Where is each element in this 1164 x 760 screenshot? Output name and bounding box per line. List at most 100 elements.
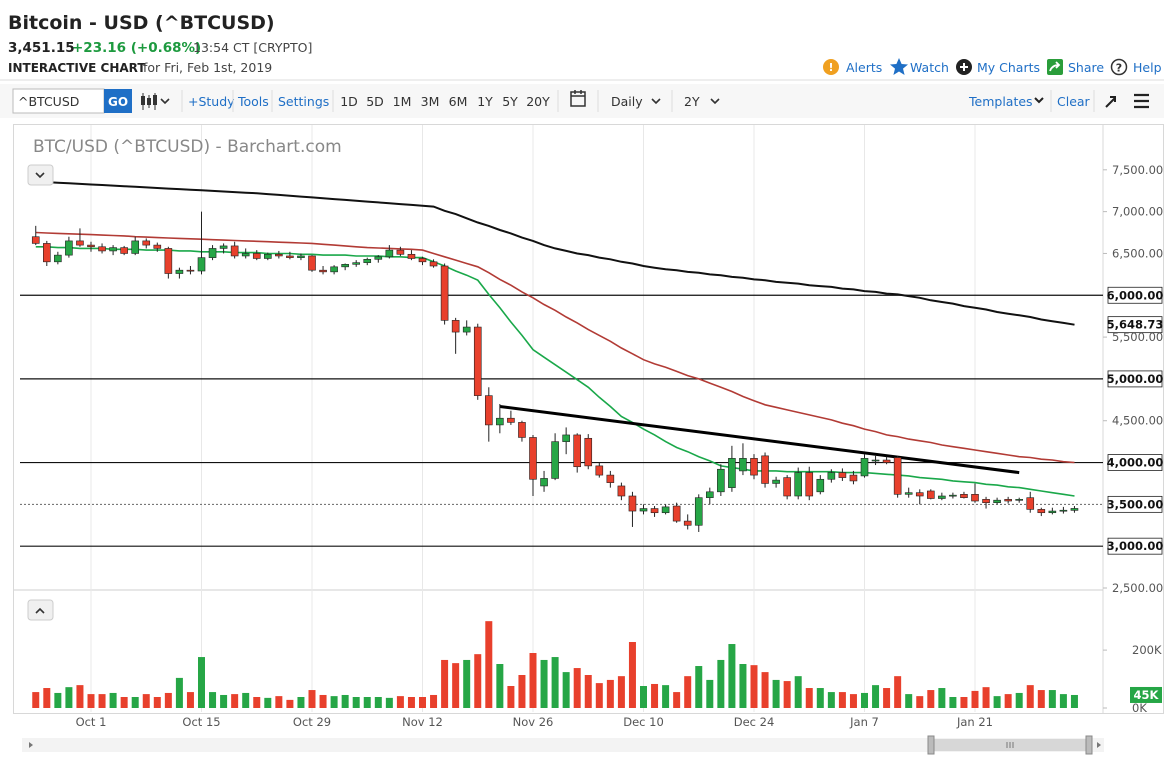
scrollbar-handle[interactable] bbox=[927, 735, 935, 755]
last-price: 3,451.15 bbox=[8, 40, 75, 56]
period-button[interactable]: 3M bbox=[421, 94, 440, 109]
collapse-button[interactable] bbox=[27, 164, 54, 186]
header-link[interactable]: Share bbox=[1068, 60, 1104, 75]
moving-average bbox=[35, 180, 1075, 326]
calendar-button[interactable] bbox=[570, 90, 586, 107]
range-select[interactable]: 2Y bbox=[684, 94, 700, 109]
volume-bar bbox=[640, 686, 647, 708]
period-button[interactable]: 20Y bbox=[526, 94, 550, 109]
candle-body bbox=[496, 417, 504, 426]
range-caret bbox=[710, 98, 720, 105]
chart-type-button[interactable] bbox=[141, 93, 170, 110]
candle-body bbox=[473, 326, 482, 396]
x-tick-label: Oct 29 bbox=[293, 715, 331, 729]
level-badge bbox=[1107, 286, 1163, 304]
level-badge-label: 3,000.00 bbox=[1107, 539, 1164, 553]
candle-body bbox=[993, 499, 1001, 503]
go-button[interactable] bbox=[104, 89, 132, 113]
candle-body bbox=[926, 490, 935, 499]
candle-body bbox=[573, 434, 582, 468]
period-button[interactable]: 1Y bbox=[477, 94, 493, 109]
header-link[interactable]: Watch bbox=[910, 60, 949, 75]
scroll-right[interactable] bbox=[1097, 742, 1101, 748]
help-icon[interactable] bbox=[1110, 58, 1128, 76]
volume-bar bbox=[684, 676, 692, 708]
candle-body bbox=[1070, 508, 1079, 511]
volume-bar bbox=[286, 699, 294, 708]
candle-body bbox=[650, 508, 659, 514]
grid bbox=[90, 125, 976, 712]
collapse-caret bbox=[35, 172, 45, 179]
candle-body bbox=[396, 249, 405, 255]
candle-body bbox=[739, 458, 747, 472]
level-badge-label: 3,500.00 bbox=[1107, 497, 1164, 511]
volume-bar bbox=[739, 664, 747, 708]
share-icon[interactable] bbox=[1047, 59, 1063, 75]
volume-bar bbox=[628, 642, 636, 708]
candle-body bbox=[1059, 509, 1068, 512]
candle-body bbox=[219, 245, 228, 249]
volume-bar bbox=[407, 697, 415, 708]
clear-button[interactable]: Clear bbox=[1057, 94, 1091, 109]
header-link[interactable]: My Charts bbox=[977, 60, 1040, 75]
alerts-icon[interactable] bbox=[823, 59, 839, 75]
volume-bar bbox=[595, 683, 603, 708]
candle-body bbox=[131, 240, 139, 254]
volume-bar bbox=[275, 696, 283, 708]
candle-body bbox=[982, 499, 990, 503]
volume-bar bbox=[706, 679, 714, 708]
volume-bar bbox=[894, 676, 902, 708]
menu-icon[interactable] bbox=[1134, 93, 1149, 109]
volume-bar bbox=[982, 687, 990, 708]
interval-select[interactable]: Daily bbox=[611, 94, 643, 109]
candle-body bbox=[197, 257, 206, 272]
templates-button[interactable]: Templates bbox=[968, 94, 1033, 109]
toolbar-button[interactable]: Tools bbox=[237, 94, 269, 109]
period-button[interactable]: 1D bbox=[340, 94, 358, 109]
volume-bar bbox=[551, 657, 559, 708]
header-link[interactable]: Help bbox=[1133, 60, 1162, 75]
volume-bar bbox=[419, 697, 426, 708]
period-button[interactable]: 5Y bbox=[502, 94, 518, 109]
chart-type-body bbox=[153, 95, 157, 105]
scrollbar-track[interactable] bbox=[22, 738, 1104, 752]
candle-body bbox=[451, 320, 460, 333]
period-button[interactable]: 5D bbox=[366, 94, 384, 109]
chart-date: for Fri, Feb 1st, 2019 bbox=[143, 60, 272, 75]
symbol-input[interactable] bbox=[12, 88, 105, 114]
candle-body bbox=[1004, 499, 1012, 502]
y-tick-label: 2,500.00 bbox=[1112, 581, 1163, 595]
volume-bar bbox=[872, 685, 880, 708]
draw-tool-icon[interactable] bbox=[1105, 96, 1116, 108]
period-button[interactable]: 6M bbox=[449, 94, 468, 109]
level-badge bbox=[1107, 454, 1163, 471]
volume-bar bbox=[396, 696, 404, 708]
candle-body bbox=[175, 269, 184, 274]
volume-bar bbox=[374, 697, 382, 708]
volume-bar bbox=[584, 675, 592, 708]
level-badge-label: 6,000.00 bbox=[1107, 288, 1164, 302]
volume-bar bbox=[1048, 690, 1056, 708]
volume-bar bbox=[861, 692, 868, 708]
chart-type-body bbox=[147, 98, 151, 105]
toolbar-button[interactable]: +Study bbox=[188, 94, 235, 109]
toolbar-button[interactable]: Settings bbox=[278, 94, 329, 109]
scroll-left[interactable] bbox=[29, 742, 33, 748]
header-link[interactable]: Alerts bbox=[846, 60, 882, 75]
scrollbar-handle[interactable] bbox=[1085, 735, 1093, 755]
volume-bar bbox=[971, 690, 979, 708]
x-tick-label: Dec 10 bbox=[623, 715, 664, 729]
candle-body bbox=[827, 472, 836, 480]
candle-body bbox=[385, 249, 394, 258]
candle-body bbox=[363, 259, 372, 263]
candle-body bbox=[484, 395, 493, 426]
volume-bar bbox=[1015, 692, 1023, 708]
volume-bar bbox=[98, 694, 106, 708]
toolbar bbox=[0, 84, 1164, 118]
candle-body bbox=[297, 255, 305, 258]
period-button[interactable]: 1M bbox=[393, 94, 412, 109]
candle-body bbox=[639, 508, 648, 512]
volume-bar bbox=[76, 685, 84, 708]
watch-icon[interactable] bbox=[890, 58, 908, 75]
